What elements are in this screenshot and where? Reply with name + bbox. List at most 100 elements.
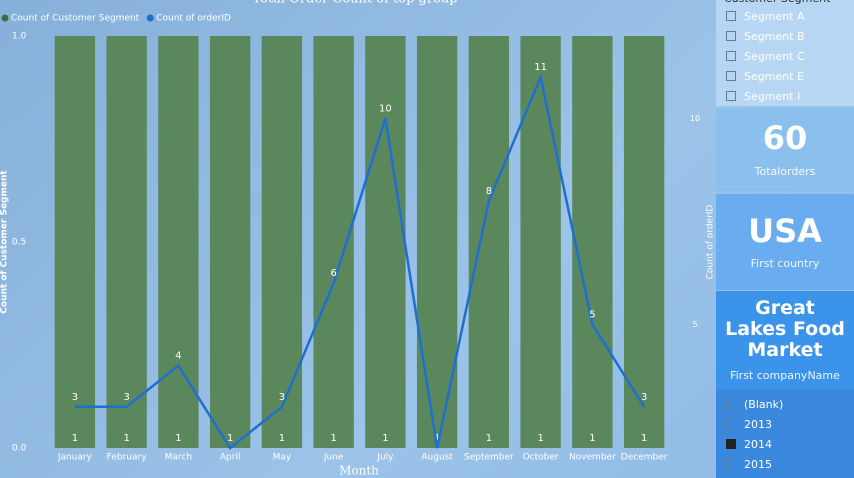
slicer-item[interactable]: 2015 [716,454,854,474]
x-tick-label: September [464,453,514,463]
y-tick-label: 0.0 [12,444,27,454]
slicer-list: (Blank) 2013 2014 2015 [716,389,854,474]
bar-label: 1 [123,433,129,444]
slicer-item[interactable]: Segment I [716,86,854,106]
checkbox[interactable] [726,51,736,61]
slicer-item-label: 2014 [744,437,772,451]
slicer-item[interactable]: Segment B [716,26,854,46]
card-label: First country [750,257,820,271]
x-tick-label: January [57,453,93,463]
bar [261,36,303,448]
y2-axis-label: Count of orderID [706,205,716,280]
line [74,73,646,450]
line-label: 3 [641,392,647,403]
line-label: 3 [72,392,78,403]
x-tick-label: June [323,453,344,463]
slicer-item-label: Segment B [744,29,805,43]
bar [54,36,96,448]
bar-label: 1 [382,433,388,444]
y2-tick-label: 5 [692,320,697,329]
line-label: 4 [175,351,181,362]
legend-marker [1,14,9,22]
card-value: 60 [762,119,808,158]
bar-label: 1 [641,433,647,444]
card-label: Totalorders [754,164,816,178]
x-tick-label: March [165,453,192,463]
x-tick-label: July [376,453,394,463]
x-axis-label: Month [339,464,379,478]
x-tick-label: November [569,453,616,463]
slicer-item-label: 2013 [744,417,772,431]
bar-label: 1 [279,433,285,444]
line-label: 8 [486,186,492,197]
slicer-item[interactable]: Segment A [716,6,854,26]
line-label: 10 [379,103,392,114]
slicer-list: Segment A Segment B Segment C Segment E Segm… [716,6,854,106]
year-slicer: (Blank) 2013 2014 2015 [716,389,854,478]
bar [365,36,406,448]
legend-marker [146,14,154,22]
line-label: 3 [279,392,285,403]
bar [468,36,510,448]
slicer-item[interactable]: 2014 [716,434,854,454]
slicer-item-label: Segment E [744,69,804,83]
bar [209,36,251,448]
checkbox[interactable] [726,399,736,409]
checkbox[interactable] [726,419,736,429]
x-tick-label: February [107,453,148,463]
bar-label: 1 [227,433,233,444]
line-label: 6 [330,268,336,279]
bar [623,36,665,448]
x-tick-label: May [273,453,292,463]
x-tick-label: December [621,453,668,463]
bar [106,36,147,448]
slicer-item[interactable]: Segment C [716,46,854,66]
line-label: 3 [123,392,129,403]
y-axis-label: Count of Customer Segment [0,170,10,314]
bar [158,36,199,448]
bar-label: 1 [589,433,595,444]
chart-title: Total Order Count of top group [252,0,457,7]
x-tick-label: April [220,453,241,463]
y-tick-label: 0.5 [12,238,26,248]
slicer-item[interactable]: 2013 [716,414,854,434]
checkbox[interactable] [726,459,736,469]
chart: Total Order Count of top group Month Cou… [0,0,716,478]
x-tick-label: October [523,453,559,463]
checkbox[interactable] [726,91,736,101]
checkbox[interactable] [726,11,736,21]
checkbox[interactable] [726,31,736,41]
card: 60 Totalorders [716,108,854,191]
line-label: 11 [534,62,547,73]
bar-label: 1 [175,433,181,444]
card-value: USA [748,211,822,250]
slicer-item[interactable]: Segment E [716,66,854,86]
bar-label: 1 [537,433,543,444]
bar [520,36,561,448]
legend-label: Count of orderID [156,14,231,24]
slicer-title: Customer Segment [716,0,854,6]
line-label: 5 [589,309,595,320]
bar-label: 1 [330,433,336,444]
card-value: Great Lakes Food Market [725,297,845,361]
slicer-item-label: Segment A [744,9,805,23]
card: USA First country [716,194,854,290]
y2-tick-label: 10 [690,114,700,123]
slicer-item-label: Segment I [744,89,801,103]
slicer-item-label: (Blank) [744,397,784,411]
checkbox[interactable] [726,439,736,449]
legend-label: Count of Customer Segment [11,14,140,24]
y-tick-label: 1.0 [12,32,27,42]
x-tick-label: August [421,453,453,463]
slicer-item-label: Segment C [744,49,805,63]
checkbox[interactable] [726,71,736,81]
bar-label: 1 [486,433,492,444]
slicer-item[interactable]: (Blank) [716,394,854,414]
card: Great Lakes Food Market First companyName [716,291,854,389]
slicer-item-label: 2015 [744,457,772,471]
bar [572,36,613,448]
card-label: First companyName [730,368,840,382]
